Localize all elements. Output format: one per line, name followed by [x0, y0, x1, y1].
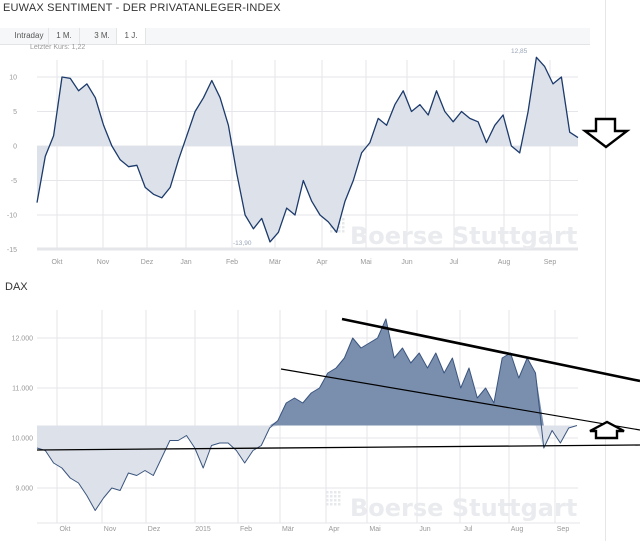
y-tick-label: 12.000 — [12, 336, 34, 343]
x-tick-label: Jul — [464, 526, 473, 533]
x-tick-label: Aug — [511, 526, 524, 533]
x-tick-label: Mai — [360, 259, 372, 266]
right-divider — [605, 0, 606, 541]
y-tick-label: 5 — [13, 109, 17, 116]
x-tick-label: Jun — [419, 526, 430, 533]
dax-x-axis: Okt Nov Dez 2015 Feb Mär Apr Mai Jun Jul Aug Sep — [60, 526, 570, 533]
sentiment-x-axis: Okt Nov Dez Jan Feb Mär Apr Mai Jun Jul Aug Sep — [52, 259, 557, 266]
x-tick-label: Jul — [450, 259, 459, 266]
up-arrow-icon-shape — [589, 420, 625, 440]
support-trendline — [36, 444, 640, 451]
x-tick-label: Mai — [369, 526, 381, 533]
y-tick-label: 9.000 — [15, 486, 33, 493]
tab-1-year[interactable]: 1 J. — [117, 28, 146, 44]
x-tick-label: Jun — [401, 259, 412, 266]
x-tick-label: Okt — [52, 259, 63, 266]
x-tick-label: Feb — [240, 526, 252, 533]
watermark-logo: Boerse Stuttgart — [330, 218, 577, 250]
x-tick-label: Dez — [141, 259, 154, 266]
middle-trendline — [280, 368, 640, 431]
x-tick-label: Mär — [282, 526, 295, 533]
tab-intraday[interactable]: Intraday — [10, 28, 49, 44]
x-tick-label: Apr — [317, 259, 329, 266]
x-tick-label: 2015 — [195, 526, 211, 533]
x-tick-label: Mär — [269, 259, 282, 266]
watermark-text-dax: Boerse Stuttgart — [350, 494, 577, 522]
x-tick-label: Apr — [329, 526, 341, 533]
x-tick-label: Feb — [226, 259, 238, 266]
y-tick-label: 10.000 — [12, 436, 34, 443]
x-tick-label: Dez — [148, 526, 161, 533]
upper-resistance-trendline — [341, 317, 640, 383]
dax-chart-title: DAX — [5, 281, 28, 293]
x-tick-label: Nov — [97, 259, 110, 266]
x-tick-label: Jan — [180, 259, 191, 266]
x-tick-label: Nov — [104, 526, 117, 533]
tab-3-months[interactable]: 3 M. — [88, 28, 117, 44]
watermark-text: Boerse Stuttgart — [350, 222, 577, 250]
x-tick-label: Sep — [544, 259, 557, 266]
sentiment-line — [36, 56, 579, 243]
sentiment-y-axis: 10 5 0 -5 -10 -15 — [7, 75, 17, 255]
last-price-label: Letzter Kurs: 1,22 — [30, 44, 86, 51]
dax-y-axis: 12.000 11.000 10.000 9.000 — [12, 336, 34, 493]
y-tick-label: 11.000 — [12, 386, 33, 393]
y-tick-label: 0 — [13, 144, 17, 151]
y-tick-label: -15 — [7, 247, 17, 254]
sentiment-area — [37, 57, 578, 242]
x-tick-label: Sep — [557, 526, 570, 533]
timeframe-tabs: Intraday 1 M. 3 M. 1 J. — [0, 28, 590, 45]
tab-1-month[interactable]: 1 M. — [49, 28, 80, 44]
y-tick-label: -5 — [11, 178, 17, 185]
x-tick-label: Aug — [498, 259, 511, 266]
y-tick-label: 10 — [9, 75, 17, 82]
sentiment-chart-title: EUWAX SENTIMENT - DER PRIVATANLEGER-INDE… — [3, 2, 281, 14]
y-tick-label: -10 — [7, 213, 17, 220]
x-tick-label: Okt — [60, 526, 71, 533]
watermark-logo-dax: Boerse Stuttgart — [326, 491, 577, 522]
high-value-label: 12,85 — [511, 48, 528, 55]
dax-area-above-reference — [37, 319, 577, 426]
dax-line — [36, 318, 578, 511]
down-arrow-icon — [581, 117, 631, 149]
low-value-label: -13,90 — [233, 240, 252, 247]
